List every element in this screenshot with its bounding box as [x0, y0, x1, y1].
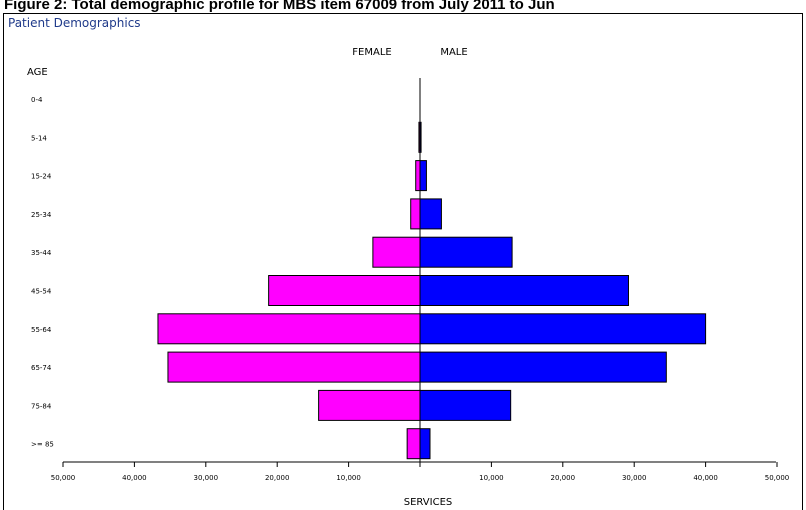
- bar-female-65-74: [167, 351, 421, 383]
- x-tick-label: 10,000: [479, 474, 504, 482]
- series-label-female: FEMALE: [352, 47, 391, 58]
- bar-female-15-24: [415, 160, 421, 192]
- category-tick-label: 15-24: [31, 173, 52, 181]
- x-tick-label: 30,000: [622, 474, 647, 482]
- x-tick-label: 10,000: [336, 474, 361, 482]
- panel-title: Patient Demographics: [8, 16, 141, 30]
- x-tick-label: 20,000: [265, 474, 290, 482]
- bar-male->=85: [419, 428, 431, 460]
- category-axis-label: AGE: [27, 67, 48, 78]
- bar-male-65-74: [419, 351, 667, 383]
- series-label-male: MALE: [440, 47, 467, 58]
- category-tick-label: 65-74: [31, 364, 52, 372]
- x-tick-label: 40,000: [122, 474, 147, 482]
- plot-area: FEMALE MALE AGE 0-4 5-14 15-24 25-34 35-44 45-54…: [27, 47, 789, 508]
- category-tick-label: 45-54: [31, 288, 52, 296]
- bar-female-35-44: [372, 236, 421, 268]
- bar-male-45-54: [419, 275, 629, 306]
- bar-female-55-64: [157, 313, 421, 345]
- x-tick-label: 50,000: [51, 474, 76, 482]
- category-tick-label: 5-14: [31, 134, 47, 142]
- bar-male-55-64: [419, 313, 707, 345]
- category-tick-label: 75-84: [31, 402, 52, 410]
- x-tick-label: 30,000: [194, 474, 219, 482]
- x-tick-label: 50,000: [765, 474, 790, 482]
- bar-female-25-34: [410, 198, 421, 230]
- bar-male-25-34: [419, 198, 442, 230]
- figure-title: Figure 2: Total demographic profile for …: [4, 0, 555, 13]
- category-tick-label: 25-34: [31, 211, 52, 219]
- x-axis-label: SERVICES: [404, 497, 453, 508]
- category-tick-label: 35-44: [31, 249, 52, 257]
- bar-female-45-54: [268, 275, 421, 306]
- bar-male-15-24: [419, 160, 427, 192]
- category-tick-label: 0-4: [31, 96, 43, 104]
- bar-male-75-84: [419, 389, 512, 421]
- bar-female-75-84: [318, 389, 421, 421]
- x-tick-label: 40,000: [693, 474, 718, 482]
- bar-female->=85: [406, 428, 421, 460]
- category-tick-label: 55-64: [31, 326, 52, 334]
- x-tick-label: 20,000: [551, 474, 576, 482]
- bar-male-35-44: [419, 236, 513, 268]
- category-tick-label: >= 85: [31, 441, 54, 449]
